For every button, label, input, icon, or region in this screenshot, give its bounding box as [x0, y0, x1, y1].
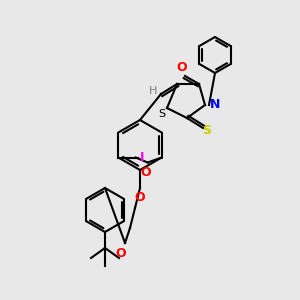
Text: O: O [140, 166, 151, 178]
Text: O: O [116, 247, 126, 260]
Text: I: I [140, 151, 145, 164]
Text: H: H [149, 86, 157, 96]
Text: N: N [210, 98, 220, 110]
Text: O: O [177, 61, 187, 74]
Text: O: O [135, 191, 145, 204]
Text: S: S [202, 124, 211, 136]
Text: S: S [158, 109, 166, 119]
